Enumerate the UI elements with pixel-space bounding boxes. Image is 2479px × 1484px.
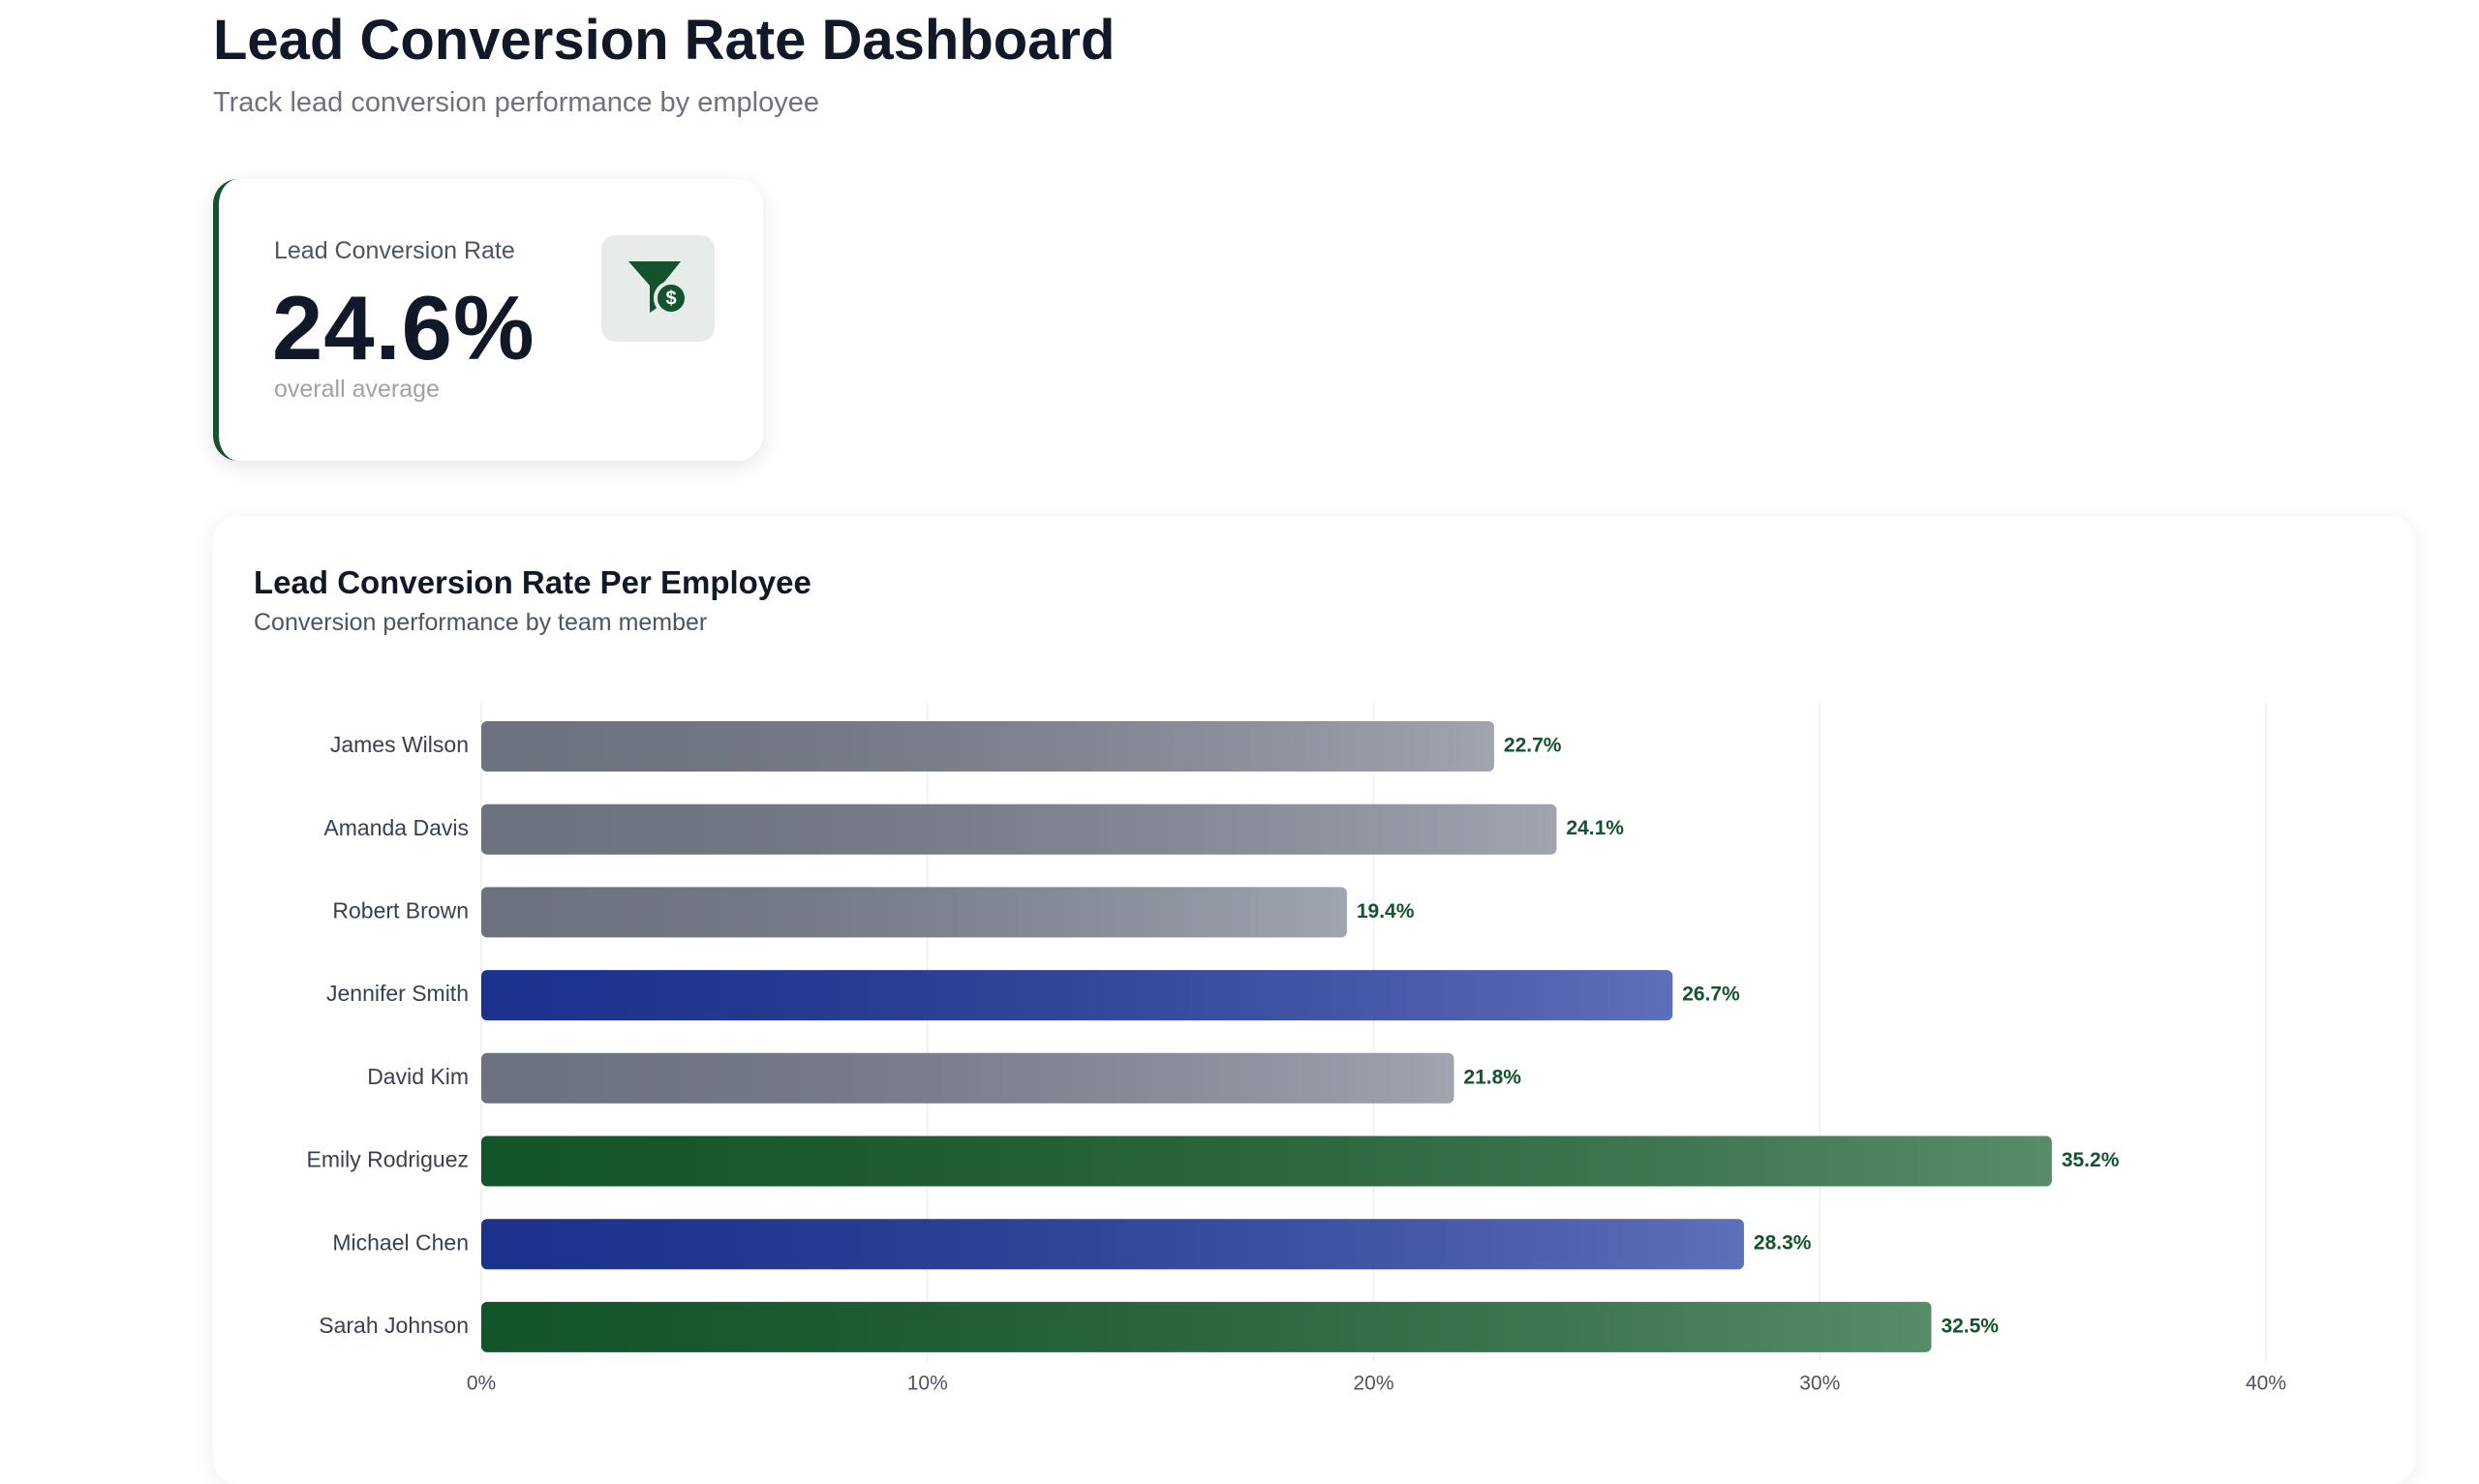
funnel-icon: $ <box>628 261 689 316</box>
bar-sheen <box>481 1052 1454 1104</box>
value-label: 32.5% <box>1941 1315 1999 1337</box>
y-tick-label: James Wilson <box>330 732 469 757</box>
y-tick-label: Jennifer Smith <box>326 981 469 1006</box>
chart-card: Lead Conversion Rate Per Employee Conver… <box>213 516 2415 1484</box>
page: {"header": {"title": "Lead Conversion Ra… <box>213 9 2287 1394</box>
bar-sheen <box>481 803 1557 855</box>
y-tick-label: David Kim <box>367 1064 469 1089</box>
value-label: 26.7% <box>1682 984 1740 1006</box>
value-label: 28.3% <box>1754 1232 1812 1255</box>
value-label: 35.2% <box>2062 1149 2120 1171</box>
svg-text:$: $ <box>665 288 676 309</box>
x-tick-label: 30% <box>1799 1373 1840 1394</box>
x-tick-label: 10% <box>907 1373 948 1394</box>
kpi-label: Lead Conversion Rate <box>274 237 515 264</box>
kpi-value: 24.6% <box>272 277 536 379</box>
bar-sheen <box>481 1219 1744 1270</box>
y-tick-label: Emily Rodriguez <box>307 1147 469 1172</box>
y-tick-label: Michael Chen <box>332 1229 469 1255</box>
x-tick-label: 20% <box>1353 1373 1393 1394</box>
y-tick-label: Amanda Davis <box>323 815 469 840</box>
kpi-note: overall average <box>274 376 440 403</box>
bar-sheen <box>481 1301 1932 1352</box>
kpi-icon: $ <box>601 235 715 342</box>
page-subtitle: Track lead conversion performance by emp… <box>213 87 819 118</box>
chart-subtitle: Conversion performance by team member <box>254 609 708 636</box>
value-label: 19.4% <box>1357 900 1415 923</box>
value-label: 21.8% <box>1463 1066 1521 1088</box>
value-label: 24.1% <box>1566 817 1624 839</box>
bar-sheen <box>481 887 1347 938</box>
y-tick-label: Robert Brown <box>332 897 469 923</box>
page-title: Lead Conversion Rate Dashboard <box>213 9 1116 72</box>
y-tick-label: Sarah Johnson <box>319 1313 469 1338</box>
bar-sheen <box>481 721 1494 772</box>
x-tick-label: 0% <box>467 1373 496 1394</box>
chart: 0% 10% 20% 30% 40% James Wilson 22.7% Amanda Da… <box>307 703 2286 1394</box>
bar-sheen <box>481 1136 2052 1187</box>
chart-title: Lead Conversion Rate Per Employee <box>254 564 811 600</box>
value-label: 22.7% <box>1504 735 1562 757</box>
bar-sheen <box>481 970 1673 1021</box>
x-tick-label: 40% <box>2246 1373 2286 1394</box>
kpi-card: Lead Conversion Rate 24.6% overall avera… <box>213 179 763 461</box>
